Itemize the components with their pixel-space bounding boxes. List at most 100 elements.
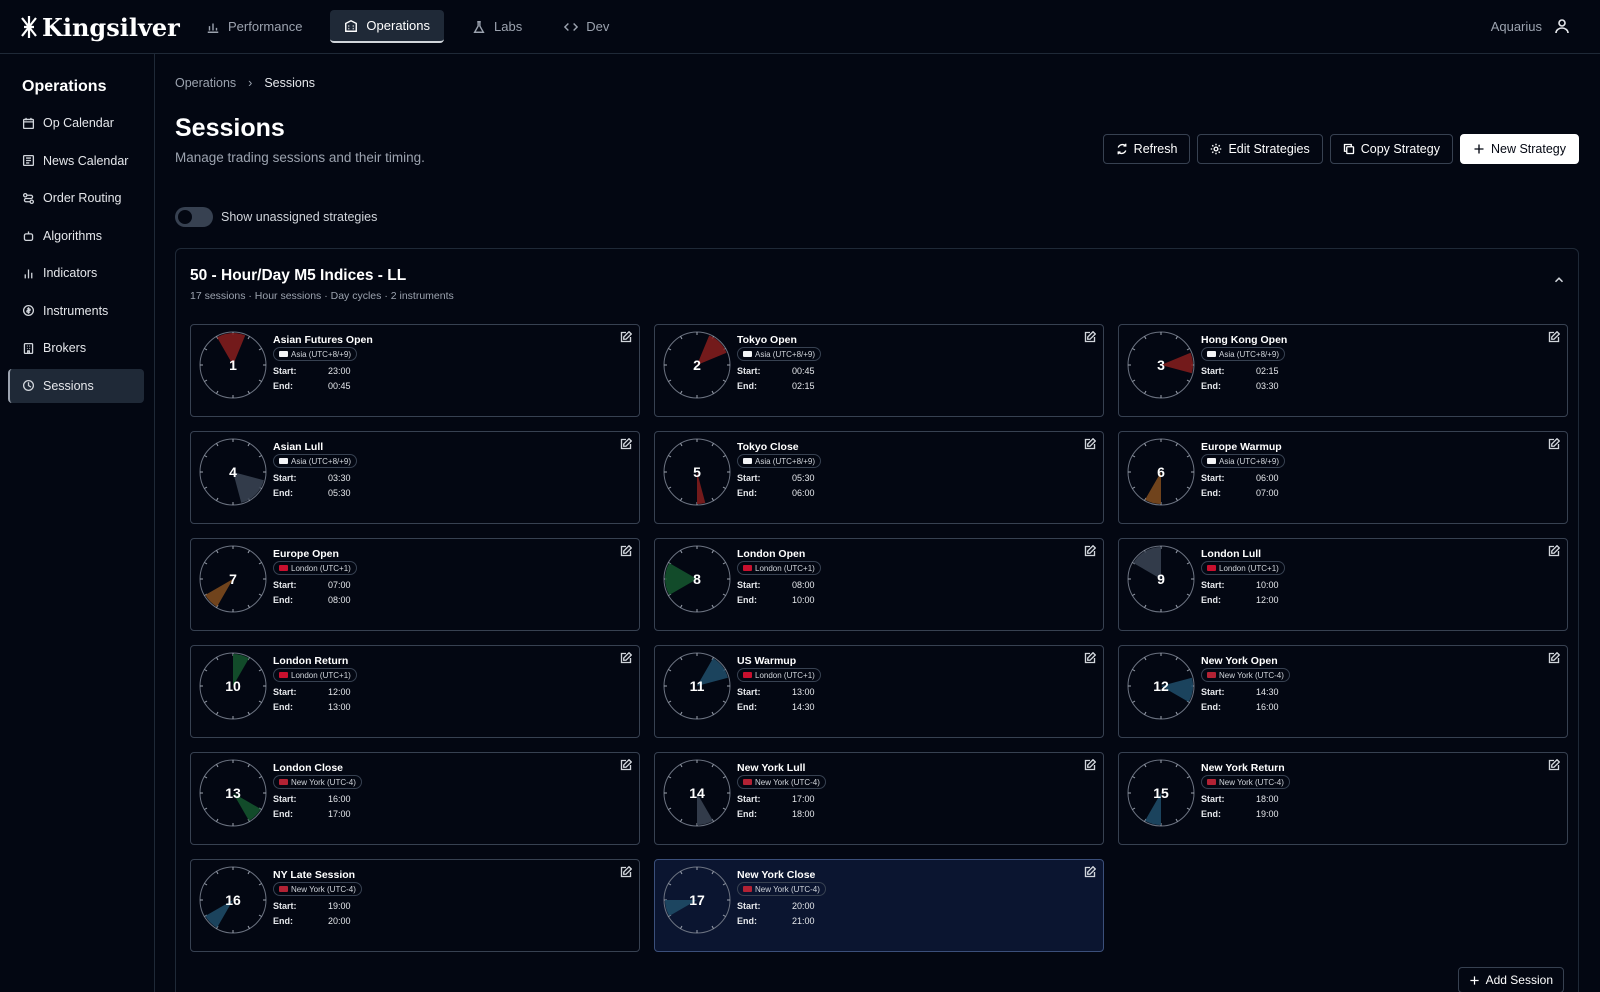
session-card[interactable]: 9 London Lull London (UTC+1) Start: 10:00 End…	[1118, 538, 1568, 631]
edit-session-button[interactable]	[620, 651, 633, 664]
add-session-button[interactable]: Add Session	[1457, 967, 1564, 992]
session-dial: 16	[199, 866, 267, 934]
sidebar-item-brokers[interactable]: Brokers	[8, 331, 144, 365]
session-end-row: End: 02:15	[737, 381, 815, 391]
edit-session-button[interactable]	[620, 437, 633, 450]
session-start-label: Start:	[1201, 473, 1225, 483]
new-strategy-label: New Strategy	[1490, 142, 1566, 156]
top-bar: Kingsilver Performance Operations Labs D…	[0, 0, 1600, 54]
session-start-label: Start:	[273, 794, 297, 804]
session-card[interactable]: 12 New York Open New York (UTC-4) Start: 14:…	[1118, 645, 1568, 738]
session-card[interactable]: 4 Asian Lull Asia (UTC+8/+9) Start: 03:30 End…	[190, 431, 640, 524]
session-card[interactable]: 5 Tokyo Close Asia (UTC+8/+9) Start: 05:30 En…	[654, 431, 1104, 524]
sidebar-item-sessions[interactable]: Sessions	[8, 368, 144, 403]
sidebar-item-algorithms[interactable]: Algorithms	[8, 219, 144, 253]
nav-labs[interactable]: Labs	[458, 10, 536, 43]
session-start-label: Start:	[273, 687, 297, 697]
main-nav: Performance Operations Labs Dev	[192, 10, 623, 43]
session-wedge	[1145, 793, 1161, 825]
new-strategy-button[interactable]: New Strategy	[1459, 134, 1579, 164]
session-dial: 2	[663, 331, 731, 399]
edit-session-button[interactable]	[1548, 544, 1561, 557]
session-card[interactable]: 3 Hong Kong Open Asia (UTC+8/+9) Start: 02:1…	[1118, 324, 1568, 417]
session-end-label: End:	[737, 595, 757, 605]
timezone-badge: New York (UTC-4)	[737, 882, 826, 896]
sidebar-item-op-calendar[interactable]: Op Calendar	[8, 106, 144, 140]
edit-session-button[interactable]	[1084, 758, 1097, 771]
flag-icon	[1207, 351, 1216, 357]
session-name: London Close	[273, 762, 343, 774]
timezone-badge: London (UTC+1)	[273, 561, 357, 575]
sidebar-item-indicators[interactable]: Indicators	[8, 256, 144, 290]
session-name: Tokyo Open	[737, 334, 797, 346]
sidebar-item-order-routing[interactable]: Order Routing	[8, 181, 144, 215]
collapse-button[interactable]	[1552, 273, 1566, 287]
session-card[interactable]: 15 New York Return New York (UTC-4) Start: 1…	[1118, 752, 1568, 845]
edit-icon	[1084, 544, 1097, 557]
edit-session-button[interactable]	[620, 330, 633, 343]
edit-icon	[620, 544, 633, 557]
session-card[interactable]: 2 Tokyo Open Asia (UTC+8/+9) Start: 00:45 End…	[654, 324, 1104, 417]
session-card[interactable]: 13 London Close New York (UTC-4) Start: 16:0…	[190, 752, 640, 845]
gear-icon	[1211, 143, 1222, 155]
session-number: 11	[690, 678, 705, 694]
nav-operations[interactable]: Operations	[330, 10, 445, 43]
unassigned-toggle[interactable]	[175, 207, 213, 227]
edit-session-button[interactable]	[1084, 330, 1097, 343]
session-start-row: Start: 10:00	[1201, 580, 1279, 590]
logo[interactable]: Kingsilver	[18, 12, 180, 42]
edit-session-button[interactable]	[1548, 437, 1561, 450]
sidebar-item-instruments[interactable]: Instruments	[8, 294, 144, 328]
session-start-time: 14:30	[1256, 687, 1279, 697]
edit-session-button[interactable]	[620, 758, 633, 771]
edit-session-button[interactable]	[1084, 651, 1097, 664]
user-menu[interactable]: Aquarius	[1491, 18, 1570, 34]
edit-session-button[interactable]	[1548, 758, 1561, 771]
session-end-time: 08:00	[328, 595, 351, 605]
session-number: 7	[229, 571, 237, 587]
timezone-label: New York (UTC-4)	[1219, 670, 1284, 680]
session-end-row: End: 08:00	[273, 595, 351, 605]
sidebar-item-news-calendar[interactable]: News Calendar	[8, 144, 144, 178]
session-card[interactable]: 8 London Open London (UTC+1) Start: 08:00 End…	[654, 538, 1104, 631]
session-card[interactable]: 10 London Return London (UTC+1) Start: 12:00…	[190, 645, 640, 738]
session-end-row: End: 03:30	[1201, 381, 1279, 391]
session-card[interactable]: 17 New York Close New York (UTC-4) Start: 20…	[654, 859, 1104, 952]
edit-session-button[interactable]	[620, 865, 633, 878]
session-card[interactable]: 7 Europe Open London (UTC+1) Start: 07:00 End…	[190, 538, 640, 631]
timezone-badge: Asia (UTC+8/+9)	[1201, 454, 1286, 468]
edit-icon	[1548, 544, 1561, 557]
nav-dev[interactable]: Dev	[550, 10, 623, 43]
session-card[interactable]: 11 US Warmup London (UTC+1) Start: 13:00 End:…	[654, 645, 1104, 738]
session-card[interactable]: 1 Asian Futures Open Asia (UTC+8/+9) Start:…	[190, 324, 640, 417]
edit-icon	[620, 437, 633, 450]
sidebar-item-label: Sessions	[43, 378, 94, 393]
copy-strategy-button[interactable]: Copy Strategy	[1329, 134, 1453, 164]
logo-icon	[21, 16, 37, 38]
edit-session-button[interactable]	[1084, 437, 1097, 450]
session-card[interactable]: 14 New York Lull New York (UTC-4) Start: 17:…	[654, 752, 1104, 845]
session-card[interactable]: 16 NY Late Session New York (UTC-4) Start: 1…	[190, 859, 640, 952]
edit-session-button[interactable]	[620, 544, 633, 557]
session-name: US Warmup	[737, 655, 797, 667]
session-end-time: 19:00	[1256, 809, 1279, 819]
session-end-time: 14:30	[792, 702, 815, 712]
session-end-row: End: 12:00	[1201, 595, 1279, 605]
sidebar-item-label: Order Routing	[43, 191, 122, 205]
edit-strategies-button[interactable]: Edit Strategies	[1197, 134, 1323, 164]
session-end-row: End: 13:00	[273, 702, 351, 712]
refresh-button[interactable]: Refresh	[1102, 134, 1191, 164]
edit-session-button[interactable]	[1084, 544, 1097, 557]
session-end-time: 17:00	[328, 809, 351, 819]
edit-session-button[interactable]	[1548, 651, 1561, 664]
session-wedge	[233, 654, 249, 686]
session-card[interactable]: 6 Europe Warmup Asia (UTC+8/+9) Start: 06:00…	[1118, 431, 1568, 524]
breadcrumb-parent[interactable]: Operations	[175, 76, 237, 90]
session-start-row: Start: 19:00	[273, 901, 351, 911]
edit-icon	[1084, 651, 1097, 664]
edit-session-button[interactable]	[1548, 330, 1561, 343]
flag-icon	[279, 672, 288, 678]
sidebar-item-label: Algorithms	[43, 228, 103, 243]
edit-session-button[interactable]	[1084, 865, 1097, 878]
nav-performance[interactable]: Performance	[192, 10, 316, 43]
